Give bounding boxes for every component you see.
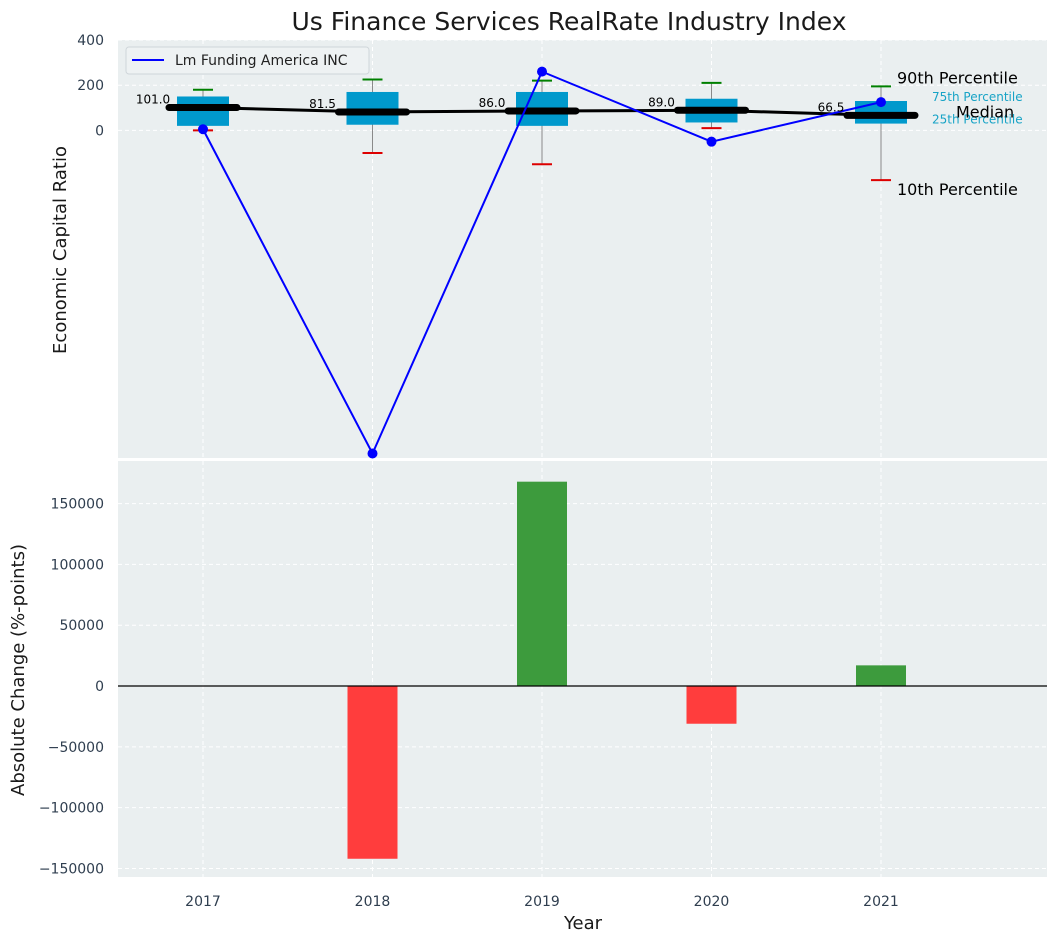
top-y-tick-label: 400 bbox=[77, 33, 104, 49]
top-y-tick-label: 200 bbox=[77, 78, 104, 94]
legend-label: Lm Funding America INC bbox=[175, 53, 348, 69]
bottom-y-axis-label: Absolute Change (%-points) bbox=[8, 544, 29, 796]
x-tick-label: 2021 bbox=[863, 894, 899, 910]
iqr-box bbox=[177, 96, 229, 126]
change-bar bbox=[686, 686, 737, 724]
change-bar bbox=[856, 665, 906, 687]
top-grid bbox=[118, 39, 1047, 458]
bottom-y-tick-label: 0 bbox=[95, 679, 104, 695]
company-point bbox=[706, 136, 717, 147]
median-value-label: 86.0 bbox=[479, 96, 506, 110]
x-tick-label: 2020 bbox=[694, 894, 730, 910]
bottom-y-ticks: −150000 −100000 −50000 0 50000 100000 150000 bbox=[39, 497, 104, 878]
bottom-y-tick-label: −150000 bbox=[39, 861, 104, 877]
bottom-y-tick-label: 50000 bbox=[59, 618, 104, 634]
legend-box bbox=[125, 46, 370, 75]
top-y-tick-label: 0 bbox=[95, 123, 104, 139]
bottom-plot-area bbox=[118, 461, 1047, 877]
annotation-p75: 75th Percentile bbox=[932, 90, 1023, 104]
company-point bbox=[537, 66, 547, 77]
bottom-y-tick-label: 100000 bbox=[51, 557, 104, 573]
annotation-median: Median bbox=[956, 102, 1014, 121]
x-tick-label: 2017 bbox=[185, 894, 221, 910]
median-value-label: 66.5 bbox=[818, 100, 845, 114]
median-labels: 101.0 81.5 86.0 89.0 66.5 bbox=[136, 93, 845, 115]
median-line bbox=[202, 106, 882, 117]
annotation-p10: 10th Percentile bbox=[897, 180, 1018, 199]
company-point bbox=[876, 97, 886, 108]
median-value-label: 89.0 bbox=[648, 95, 675, 109]
legend: Lm Funding America INC bbox=[125, 46, 370, 75]
median-value-label: 81.5 bbox=[309, 97, 336, 111]
top-y-axis-label: Economic Capital Ratio bbox=[50, 146, 71, 354]
change-bars bbox=[118, 481, 1047, 859]
bottom-y-tick-label: 150000 bbox=[51, 497, 104, 513]
top-plot-area bbox=[118, 40, 1047, 458]
x-tick-label: 2019 bbox=[524, 894, 560, 910]
x-tick-label: 2018 bbox=[355, 894, 391, 910]
iqr-box bbox=[346, 91, 399, 125]
company-point bbox=[367, 448, 378, 459]
annotation-p25: 25th Percentile bbox=[932, 113, 1023, 127]
median-value-label: 101.0 bbox=[136, 93, 170, 107]
median-line-group bbox=[202, 106, 882, 117]
bottom-y-tick-label: −50000 bbox=[48, 740, 104, 756]
top-y-ticks: 0 200 400 bbox=[77, 33, 104, 139]
x-ticks: 2017 2018 2019 2020 2021 bbox=[185, 894, 899, 910]
change-bar bbox=[517, 481, 567, 687]
chart-title: Us Finance Services RealRate Industry In… bbox=[292, 7, 847, 36]
x-axis-label: Year bbox=[563, 913, 603, 934]
bottom-y-tick-label: −100000 bbox=[39, 801, 104, 817]
annotation-p90: 90th Percentile bbox=[897, 68, 1018, 87]
change-bar bbox=[347, 686, 398, 859]
percentile-annotations: 90th Percentile 75th Percentile 25th Perce… bbox=[897, 68, 1023, 199]
company-point bbox=[198, 124, 208, 135]
company-line-group bbox=[198, 66, 886, 459]
